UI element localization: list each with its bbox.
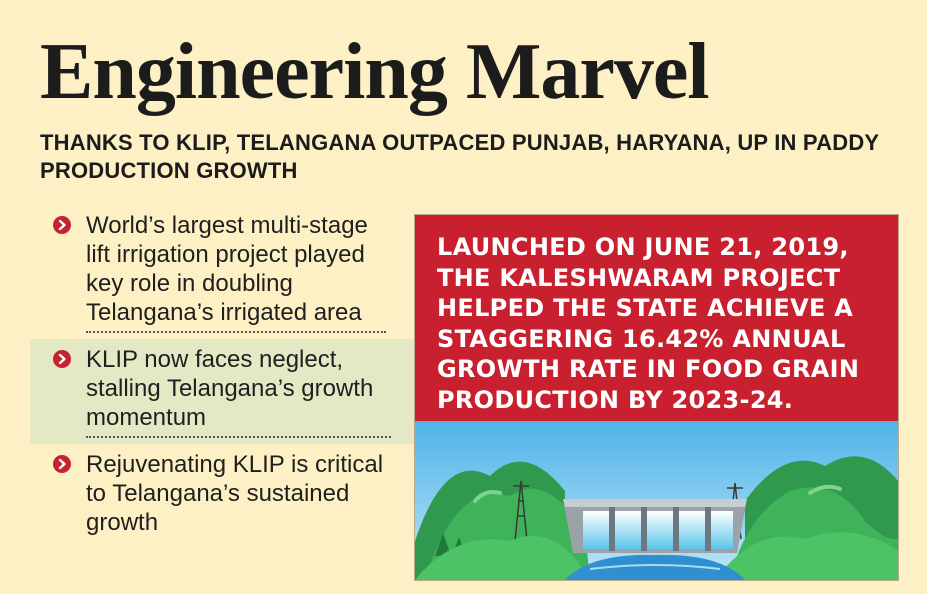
headline: Engineering Marvel (40, 28, 710, 116)
bullet-text: KLIP now faces neglect, stalling Telanga… (86, 345, 391, 438)
bullet-item-2: KLIP now faces neglect, stalling Telanga… (30, 339, 415, 444)
highlight-text: LAUNCHED ON JUNE 21, 2019, THE KALESHWAR… (437, 233, 860, 414)
info-panel: LAUNCHED ON JUNE 21, 2019, THE KALESHWAR… (414, 214, 899, 581)
bullet-text: Rejuvenating KLIP is critical to Telanga… (86, 451, 384, 536)
chevron-right-icon (53, 350, 71, 368)
subheadline: THANKS TO KLIP, TELANGANA OUTPACED PUNJA… (40, 130, 879, 183)
dam-illustration (415, 421, 898, 580)
bullet-text: World’s largest multi-stage lift irrigat… (86, 211, 386, 333)
bullet-list: World’s largest multi-stage lift irrigat… (30, 205, 415, 547)
bullet-item-1: World’s largest multi-stage lift irrigat… (30, 205, 415, 339)
chevron-right-icon (53, 455, 71, 473)
chevron-right-icon (53, 216, 71, 234)
bullet-item-3: Rejuvenating KLIP is critical to Telanga… (30, 444, 415, 547)
highlight-box: LAUNCHED ON JUNE 21, 2019, THE KALESHWAR… (415, 215, 898, 421)
